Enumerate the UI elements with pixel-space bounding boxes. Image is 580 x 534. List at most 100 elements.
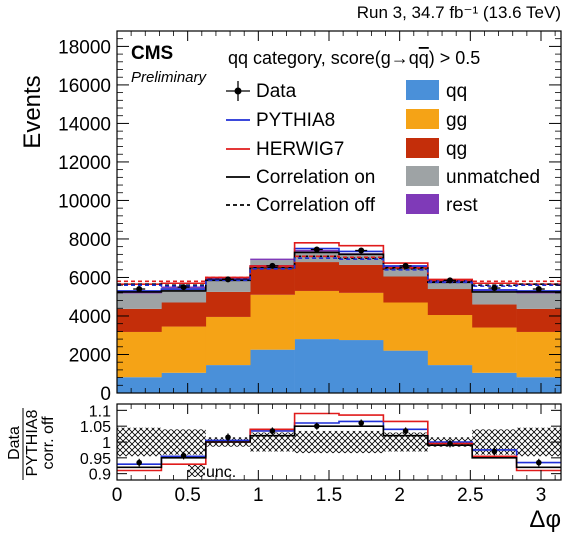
bar-qg-bin-2: [205, 291, 251, 317]
ratio-point-bin-2: [225, 434, 231, 441]
bar-gg-bin-4: [294, 290, 340, 340]
stacked-histogram: [117, 249, 562, 393]
category-label-main: qq category, score(g→q: [228, 48, 419, 68]
data-point-bin-9: [535, 286, 542, 293]
x-axis-title: Δφ: [529, 506, 561, 533]
ratio-ylabel-denominator: PYTHIA8: [24, 410, 41, 477]
y-tick-label-2: 4000: [69, 307, 111, 328]
bar-gg-bin-7: [427, 315, 473, 366]
ratio-y-tick-label-0: 0.9: [89, 467, 111, 484]
legend-label-correlation-on: Correlation on: [256, 167, 375, 188]
bar-qg-bin-3: [250, 268, 295, 295]
model-lines: [117, 242, 562, 293]
bar-unmatched-bin-8: [472, 290, 517, 305]
bar-unmatched-bin-2: [205, 279, 251, 292]
bar-gg-bin-1: [161, 326, 207, 373]
bar-qq-bin-3: [250, 349, 295, 393]
ratio-y-axis-title: Data PYTHIA8 corr. off: [6, 408, 57, 480]
preliminary-label: Preliminary: [131, 69, 208, 86]
bar-qg-bin-0: [117, 308, 162, 332]
main-y-axis: 0 2000 4000 6000 8000 10000 12000 14000 16000 180…: [58, 30, 561, 405]
bar-gg-bin-6: [383, 302, 429, 351]
bar-qg-bin-7: [427, 289, 473, 316]
ratio-x-tick-label-4: 2: [394, 485, 405, 506]
y-tick-label-6: 12000: [58, 153, 111, 174]
bar-gg-bin-8: [472, 327, 517, 373]
y-tick-label-7: 14000: [58, 114, 111, 135]
bar-qq-bin-0: [117, 377, 162, 393]
line-herwig7-correlation-off: [117, 255, 562, 283]
unc-band-bin-4: [294, 430, 340, 454]
bar-qq-bin-5: [339, 340, 384, 393]
ratio-point-bin-4: [313, 423, 320, 429]
ratio-y-tick-label-1: 0.95: [80, 451, 111, 468]
bar-unmatched-bin-7: [427, 282, 473, 290]
legend-label-gg: gg: [446, 110, 467, 131]
unc-legend-label: unc.: [206, 464, 236, 481]
bar-qg-bin-6: [383, 276, 429, 303]
main-plot-panel: 0 2000 4000 6000 8000 10000 12000 14000 16000 180…: [19, 30, 562, 405]
legend: Data PYTHIA8 HERWIG7 Correlation on Correlat…: [226, 80, 540, 216]
luminosity-label: Run 3, 34.7 fb⁻¹ (13.6 TeV): [357, 3, 561, 22]
bar-qg-bin-9: [516, 308, 562, 332]
bar-gg-bin-2: [205, 316, 251, 366]
bar-gg-bin-5: [339, 292, 384, 341]
ratio-lines: [117, 412, 562, 472]
unc-band-bin-3: [250, 432, 295, 452]
bar-gg-bin-3: [250, 294, 295, 350]
bar-rest-bin-3: [250, 258, 295, 261]
ratio-y-tick-label-4: 1.1: [89, 403, 111, 420]
ratio-point-bin-0: [136, 459, 143, 466]
y-tick-label-3: 6000: [69, 268, 111, 289]
ratio-y-tick-label-2: 1: [102, 435, 111, 452]
bar-unmatched-bin-9: [516, 293, 562, 309]
legend-label-qg: qg: [446, 139, 467, 160]
legend-label-rest: rest: [446, 195, 478, 216]
data-point-bin-7: [447, 277, 454, 284]
ratio-x-tick-label-2: 1: [253, 485, 264, 506]
ratio-point-bin-5: [358, 420, 365, 426]
y-tick-label-1: 2000: [69, 345, 111, 366]
legend-label-data: Data: [256, 81, 297, 102]
ratio-line-correlation-on-corr-off: [117, 425, 562, 469]
bar-qq-bin-1: [161, 372, 207, 393]
legend-label-qq: qq: [446, 81, 467, 102]
y-axis-title: Events: [19, 75, 46, 148]
legend-swatch-qq: [406, 80, 439, 100]
data-point-bin-5: [358, 247, 365, 254]
ratio-y-tick-label-3: 1.05: [80, 419, 111, 436]
bar-qq-bin-8: [472, 372, 517, 393]
bar-qg-bin-1: [161, 302, 207, 327]
cms-label: CMS: [131, 43, 173, 64]
data-points: [133, 246, 545, 293]
bar-unmatched-bin-6: [383, 267, 429, 277]
category-label-qbar: q: [419, 48, 429, 68]
data-point-bin-0: [136, 286, 143, 293]
data-point-bin-6: [402, 262, 409, 269]
bar-qq-bin-7: [427, 365, 473, 393]
bar-qq-bin-9: [516, 377, 562, 393]
ratio-x-axis: 0 0.5 1 1.5 2 2.5 3: [112, 404, 556, 506]
y-tick-label-9: 18000: [58, 37, 111, 58]
bar-qq-bin-6: [383, 350, 429, 393]
category-label-cut: ) > 0.5: [429, 48, 481, 68]
main-x-axis: [116, 31, 556, 393]
data-point-bin-3: [269, 262, 276, 269]
legend-marker-data-dot: [234, 87, 242, 95]
legend-label-pythia8: PYTHIA8: [256, 110, 335, 131]
legend-label-unmatched: unmatched: [446, 167, 540, 188]
legend-label-correlation-off: Correlation off: [256, 195, 376, 216]
ratio-point-bin-6: [402, 428, 409, 434]
bar-qg-bin-4: [294, 262, 340, 291]
data-point-bin-8: [491, 285, 498, 292]
ratio-point-bin-9: [535, 459, 542, 466]
bar-qg-bin-8: [472, 304, 517, 328]
ratio-x-tick-label-3: 1.5: [316, 485, 342, 506]
y-tick-label-8: 16000: [58, 76, 111, 97]
ratio-ylabel-extra: corr. off: [40, 416, 57, 470]
ratio-point-bin-7: [447, 440, 453, 447]
category-label: qq category, score(g→qq) > 0.5: [228, 48, 480, 68]
bar-qg-bin-5: [339, 264, 384, 293]
